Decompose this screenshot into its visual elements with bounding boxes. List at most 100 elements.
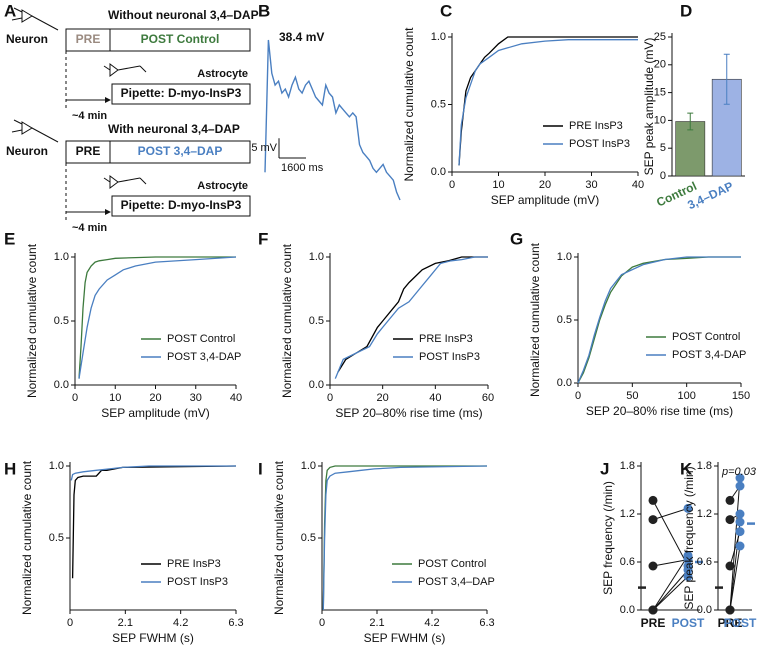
dot bbox=[683, 551, 693, 561]
dot bbox=[683, 565, 693, 575]
y-tick-label: 0 bbox=[660, 170, 666, 182]
astrocyte-label: Astrocyte bbox=[197, 180, 248, 192]
y-tick-label: 5 bbox=[660, 142, 666, 154]
trace bbox=[264, 39, 401, 201]
pair-line bbox=[652, 507, 689, 521]
y-tick-label: 0.0 bbox=[697, 604, 712, 616]
post-label: POST 3,4–DAP bbox=[138, 144, 223, 158]
bar bbox=[675, 121, 706, 177]
pair-line bbox=[729, 521, 741, 611]
cdf-line bbox=[322, 465, 488, 611]
pair-line bbox=[652, 559, 689, 567]
y-tick-label: 0.0 bbox=[431, 166, 446, 178]
legend-label: POST 3,4-DAP bbox=[672, 349, 746, 361]
x-tick-label: 0 bbox=[449, 179, 455, 191]
x-tick-label: PRE bbox=[718, 616, 743, 630]
x-tick-label: 4.2 bbox=[173, 617, 188, 629]
cdf-line bbox=[458, 39, 638, 166]
legend-label: POST 3,4–DAP bbox=[418, 576, 495, 588]
y-axis-label: Normalized cumulative count bbox=[25, 243, 39, 398]
pipette-box bbox=[111, 83, 251, 105]
y-tick-label: 0.5 bbox=[431, 98, 446, 110]
dot bbox=[648, 515, 658, 525]
neuron-label: Neuron bbox=[6, 32, 48, 46]
x-tick-label: 50 bbox=[626, 390, 638, 402]
neuron-label: Neuron bbox=[6, 144, 48, 158]
dot bbox=[648, 605, 658, 615]
scalebar-x-label: 1600 ms bbox=[281, 162, 324, 174]
x-axis-label: SEP 20–80% rise time (ms) bbox=[586, 404, 733, 418]
panel-label: G bbox=[510, 229, 523, 248]
y-tick-label: 0.0 bbox=[620, 604, 635, 616]
astrocyte-icon bbox=[103, 175, 147, 189]
legend-label: POST InsP3 bbox=[167, 576, 228, 588]
dot bbox=[735, 509, 745, 519]
legend-label: POST Control bbox=[418, 558, 486, 570]
x-tick-label: 150 bbox=[732, 390, 750, 402]
y-tick-label: 1.0 bbox=[309, 251, 324, 263]
x-axis-label: SEP amplitude (mV) bbox=[491, 193, 600, 207]
y-tick-label: 0.5 bbox=[309, 315, 324, 327]
y-tick-label: 20 bbox=[654, 59, 666, 71]
x-tick-label: 6.3 bbox=[479, 617, 494, 629]
legend-label: POST InsP3 bbox=[419, 351, 480, 363]
post-box bbox=[109, 28, 251, 52]
astrocyte-label: Astrocyte bbox=[197, 68, 248, 80]
y-tick-label: 0.5 bbox=[49, 532, 64, 544]
dot bbox=[683, 571, 693, 581]
x-tick-label: 0 bbox=[72, 392, 78, 404]
y-axis-label: Normalized cumulative count bbox=[402, 27, 416, 182]
scalebar-y-label: 5 mV bbox=[251, 142, 277, 154]
x-tick-label: 20 bbox=[149, 392, 161, 404]
legend-label: PRE InsP3 bbox=[569, 120, 623, 132]
legend-label: PRE InsP3 bbox=[167, 558, 221, 570]
x-tick-label: 0 bbox=[327, 392, 333, 404]
y-axis-label: Normalized cumulative count bbox=[20, 460, 34, 615]
cdf-line bbox=[78, 256, 237, 379]
y-tick-label: 0.6 bbox=[620, 556, 635, 568]
panel-label: J bbox=[600, 459, 609, 478]
y-tick-label: 0.5 bbox=[301, 532, 316, 544]
x-tick-label: 0 bbox=[575, 390, 581, 402]
y-tick-label: 0.5 bbox=[54, 315, 69, 327]
error-bar bbox=[687, 112, 694, 131]
x-tick-label: 60 bbox=[482, 392, 494, 404]
panel-label: C bbox=[440, 1, 452, 20]
x-tick-label: 100 bbox=[677, 390, 695, 402]
x-tick-label: 10 bbox=[109, 392, 121, 404]
y-tick-label: 0.6 bbox=[697, 556, 712, 568]
x-tick-label: 40 bbox=[230, 392, 242, 404]
y-axis-label: Normalized cumulative count bbox=[280, 243, 294, 398]
x-tick-label: 30 bbox=[190, 392, 202, 404]
y-tick-label: 1.0 bbox=[301, 460, 316, 472]
pair-line bbox=[729, 477, 741, 611]
cdf-line bbox=[577, 256, 741, 384]
panel-label: A bbox=[4, 1, 16, 20]
y-tick-label: 25 bbox=[654, 31, 666, 43]
pipette-label: Pipette: D-myo-InsP3 bbox=[121, 86, 242, 100]
pair-line bbox=[652, 500, 689, 567]
x-tick-label: 0 bbox=[67, 617, 73, 629]
annotation: 38.4 mV bbox=[279, 30, 324, 44]
x-tick-label: 2.1 bbox=[369, 617, 384, 629]
dot bbox=[725, 605, 735, 615]
neuron-icon bbox=[11, 7, 59, 31]
astrocyte-icon bbox=[103, 63, 147, 77]
panel-label: B bbox=[258, 1, 270, 20]
post-box bbox=[109, 140, 251, 164]
legend-label: PRE InsP3 bbox=[419, 333, 473, 345]
pair-line bbox=[652, 555, 689, 611]
heading: Without neuronal 3,4–DAP bbox=[108, 8, 259, 22]
y-axis-label: Normalized cumulative count bbox=[272, 460, 286, 615]
y-tick-label: 1.8 bbox=[620, 460, 635, 472]
panel-label: I bbox=[258, 459, 263, 478]
x-tick-label: 20 bbox=[539, 179, 551, 191]
legend-label: POST 3,4-DAP bbox=[167, 351, 241, 363]
x-tick-label: 10 bbox=[492, 179, 504, 191]
x-axis-label: SEP FWHM (s) bbox=[364, 631, 446, 645]
pair-line bbox=[652, 576, 689, 611]
dot bbox=[735, 481, 745, 491]
dot bbox=[735, 473, 745, 483]
dot bbox=[735, 527, 745, 537]
